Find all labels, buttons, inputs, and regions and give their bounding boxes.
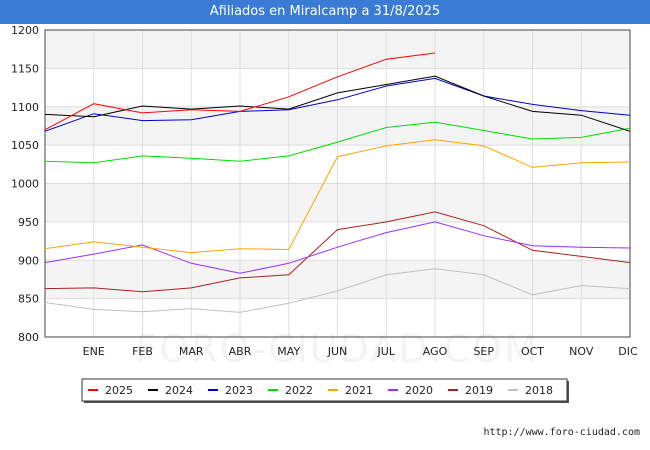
legend: 2025 2024 2023 2022 2021 2020 2019 2018 — [81, 378, 569, 403]
x-tick-label: JUL — [377, 345, 396, 358]
y-tick-label: 900 — [18, 254, 39, 267]
legend-label-2019: 2019 — [465, 384, 493, 397]
x-tick-label: AGO — [423, 345, 448, 358]
x-tick-label: OCT — [521, 345, 544, 358]
series-line-2019 — [44, 211, 631, 293]
y-tick-label: 800 — [18, 331, 39, 344]
x-tick-label: ABR — [229, 345, 252, 358]
x-tick-label: FEB — [132, 345, 153, 358]
legend-label-2024: 2024 — [165, 384, 193, 397]
x-tick-label: NOV — [569, 345, 594, 358]
legend-label-2020: 2020 — [405, 384, 433, 397]
x-tick-label: DIC — [618, 345, 638, 358]
x-tick-label: ENE — [83, 345, 105, 358]
y-tick-label: 850 — [18, 293, 39, 306]
legend-label-2021: 2021 — [345, 384, 373, 397]
y-tick-label: 1100 — [11, 101, 39, 114]
y-tick-label: 1200 — [11, 24, 39, 37]
series-lines — [44, 52, 631, 313]
y-tick-label: 950 — [18, 216, 39, 229]
legend-box — [81, 378, 568, 402]
legend-label-2018: 2018 — [525, 384, 553, 397]
plot-frame — [44, 29, 631, 338]
y-tick-label: 1050 — [11, 139, 39, 152]
chart-title: Afiliados en Miralcamp a 31/8/2025 — [0, 0, 650, 24]
legend-label-2022: 2022 — [285, 384, 313, 397]
series-line-2021 — [44, 139, 631, 254]
y-tick-label: 1000 — [11, 178, 39, 191]
x-axis: ENE FEB MAR ABR MAY JUN JUL AGO SEP OCT NOV DIC — [83, 345, 638, 358]
series-line-2022 — [44, 121, 631, 164]
series-line-2023 — [44, 77, 631, 132]
line-chart: FORO-CIUDAD.COM 800 850 900 950 1000 1050 1100… — [11, 24, 638, 403]
x-tick-label: MAR — [179, 345, 204, 358]
series-line-2020 — [44, 221, 631, 274]
series-line-2018 — [44, 268, 631, 313]
legend-label-2025: 2025 — [105, 384, 133, 397]
y-axis: 800 850 900 950 1000 1050 1100 1150 1200 — [11, 24, 39, 344]
x-tick-label: MAY — [277, 345, 300, 358]
x-tick-label: SEP — [473, 345, 494, 358]
legend-label-2023: 2023 — [225, 384, 253, 397]
series-line-2025 — [44, 52, 436, 131]
watermark: FORO-CIUDAD.COM — [135, 327, 539, 371]
y-tick-label: 1150 — [11, 62, 39, 75]
x-tick-label: JUN — [327, 345, 348, 358]
series-line-2024 — [44, 75, 631, 132]
source-url[interactable]: http://www.foro-ciudad.com — [483, 427, 640, 438]
